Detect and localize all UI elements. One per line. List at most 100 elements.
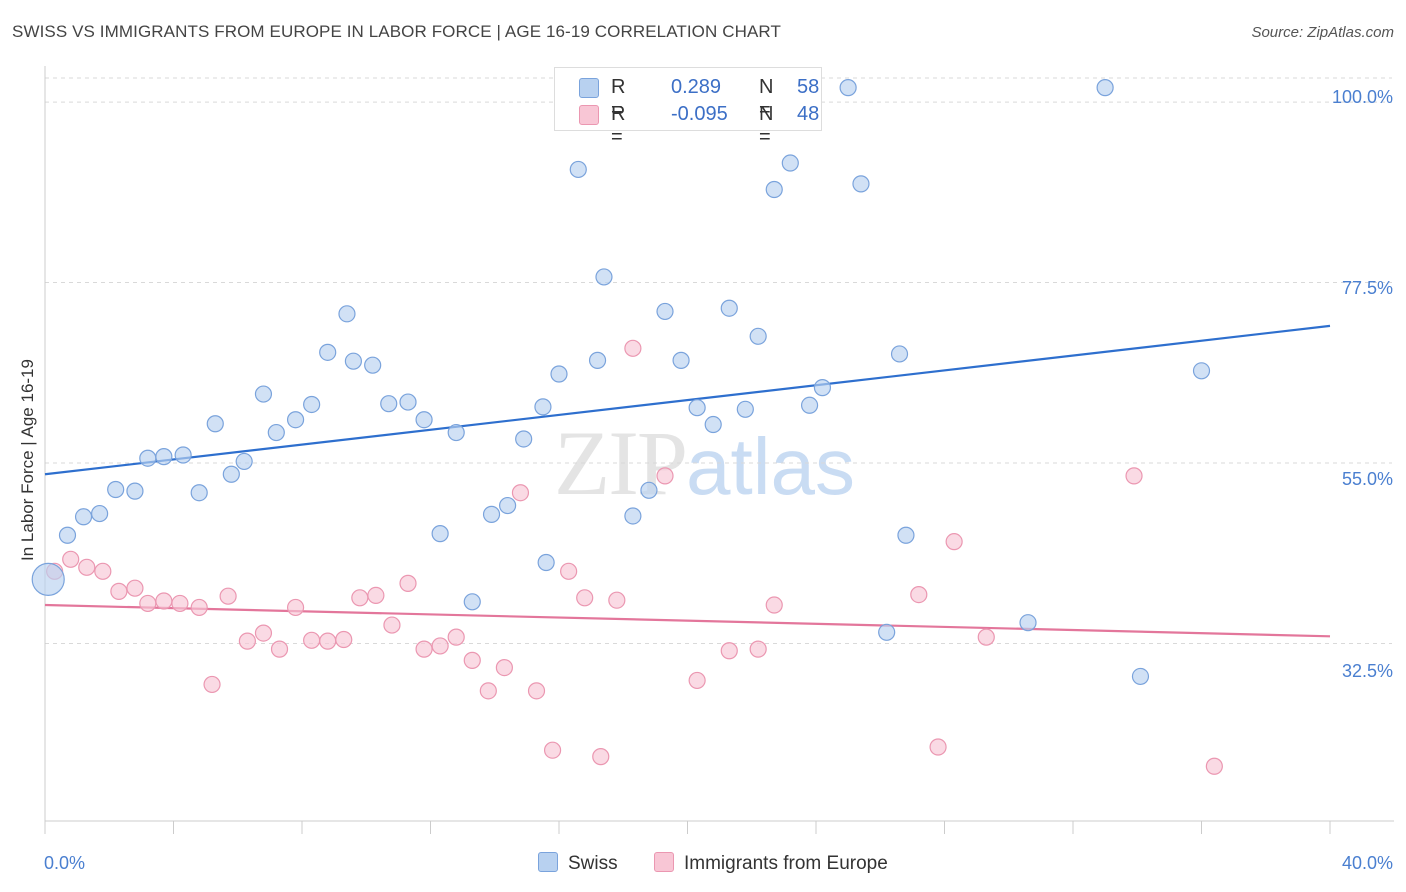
- swiss-point-37: [640, 481, 658, 499]
- swiss-point-6: [139, 449, 157, 467]
- europe-point-42: [910, 585, 928, 604]
- swiss-point-4: [107, 480, 125, 499]
- y-tick-label-77-5: 77.5%: [1341, 278, 1393, 298]
- swiss-point-47: [800, 396, 819, 414]
- europe-point-26: [463, 651, 481, 669]
- swiss-point-31: [550, 365, 568, 383]
- y-tick-label-32-5: 32.5%: [1341, 661, 1393, 681]
- swiss-point-11: [222, 465, 240, 483]
- europe-r-value: -0.095: [671, 103, 728, 125]
- swiss-point-28: [499, 496, 517, 515]
- swiss-point-46: [781, 154, 799, 172]
- europe-points: [46, 339, 1223, 775]
- swiss-points: [31, 79, 1211, 686]
- swiss-point-10: [206, 415, 224, 433]
- europe-point-43: [929, 738, 947, 756]
- bottom-europe-swatch: [654, 852, 674, 872]
- swiss-point-7: [155, 448, 173, 466]
- europe-point-18: [335, 630, 353, 649]
- europe-point-33: [576, 589, 594, 607]
- europe-point-21: [383, 616, 401, 634]
- swiss-trend-line: [44, 324, 1331, 476]
- swiss-point-13: [254, 385, 273, 403]
- swiss-point-53: [897, 526, 915, 544]
- europe-point-1: [62, 550, 80, 568]
- swiss-point-38: [656, 302, 674, 321]
- europe-point-44: [945, 533, 963, 551]
- europe-point-27: [479, 682, 497, 700]
- europe-n-value: 48: [797, 103, 820, 125]
- swiss-point-16: [303, 395, 321, 414]
- bottom-swiss-label: Swiss: [568, 853, 618, 874]
- europe-point-22: [399, 574, 417, 592]
- x-tick-label-max: 40.0%: [1341, 853, 1393, 873]
- swiss-point-34: [588, 351, 607, 369]
- europe-point-39: [720, 642, 738, 660]
- europe-n-label: N =: [759, 103, 774, 148]
- europe-point-47: [1205, 757, 1223, 775]
- swiss-point-42: [720, 299, 738, 317]
- europe-point-28: [495, 658, 513, 677]
- europe-point-13: [254, 624, 273, 642]
- swiss-point-49: [839, 79, 857, 97]
- swiss-point-27: [482, 505, 501, 523]
- swiss-point-39: [672, 351, 690, 369]
- europe-swatch: [579, 105, 599, 125]
- swiss-point-24: [431, 525, 449, 543]
- europe-point-30: [527, 682, 546, 700]
- swiss-point-44: [749, 327, 767, 345]
- swiss-point-19: [344, 352, 362, 370]
- bottom-swiss-swatch: [538, 852, 558, 872]
- swiss-point-45: [765, 180, 783, 199]
- swiss-point-2: [74, 508, 93, 526]
- swiss-point-1: [58, 526, 77, 544]
- europe-point-12: [238, 632, 256, 650]
- swiss-point-5: [126, 482, 144, 500]
- europe-point-32: [560, 562, 578, 580]
- swiss-point-48: [813, 379, 832, 397]
- swiss-r-label: R =: [611, 76, 626, 121]
- europe-point-40: [749, 640, 767, 658]
- swiss-point-0: [31, 562, 65, 596]
- swiss-point-8: [174, 446, 192, 464]
- grid-lines: [45, 77, 1392, 645]
- chart-title: SWISS VS IMMIGRANTS FROM EUROPE IN LABOR…: [12, 22, 781, 41]
- swiss-point-15: [286, 411, 305, 429]
- swiss-point-23: [415, 411, 433, 429]
- europe-point-41: [765, 596, 783, 614]
- europe-point-3: [94, 562, 112, 580]
- bottom-legend-europe: Immigrants from Europe: [654, 852, 888, 875]
- europe-point-14: [270, 640, 289, 658]
- europe-point-24: [431, 637, 449, 655]
- y-tick-label-100: 100.0%: [1331, 87, 1393, 107]
- trend-lines: [44, 324, 1331, 638]
- swiss-r-value: 0.289: [671, 76, 722, 98]
- y-axis-label: In Labor Force | Age 16-19: [18, 359, 37, 561]
- swiss-point-30: [537, 553, 555, 572]
- swiss-point-35: [595, 268, 613, 286]
- swiss-point-56: [1131, 667, 1150, 686]
- swiss-point-40: [688, 399, 706, 417]
- swiss-point-22: [399, 393, 417, 411]
- swiss-n-value: 58: [797, 76, 820, 98]
- swiss-point-20: [364, 356, 382, 374]
- swiss-point-29: [515, 430, 533, 448]
- swiss-point-57: [1192, 362, 1211, 380]
- europe-point-4: [110, 582, 128, 600]
- swiss-point-51: [878, 623, 896, 641]
- swiss-point-41: [704, 415, 722, 434]
- swiss-n-label: N =: [759, 76, 774, 121]
- europe-point-16: [303, 631, 321, 649]
- europe-point-5: [126, 579, 144, 597]
- swiss-point-55: [1096, 79, 1114, 97]
- europe-point-23: [415, 640, 433, 658]
- swiss-point-9: [190, 484, 208, 502]
- watermark-atlas: atlas: [686, 422, 855, 511]
- x-tick-label-min: 0.0%: [44, 853, 86, 873]
- europe-point-46: [1125, 467, 1143, 485]
- europe-point-8: [171, 594, 189, 613]
- europe-point-17: [319, 632, 337, 650]
- swiss-point-54: [1019, 614, 1037, 632]
- europe-point-20: [367, 586, 385, 604]
